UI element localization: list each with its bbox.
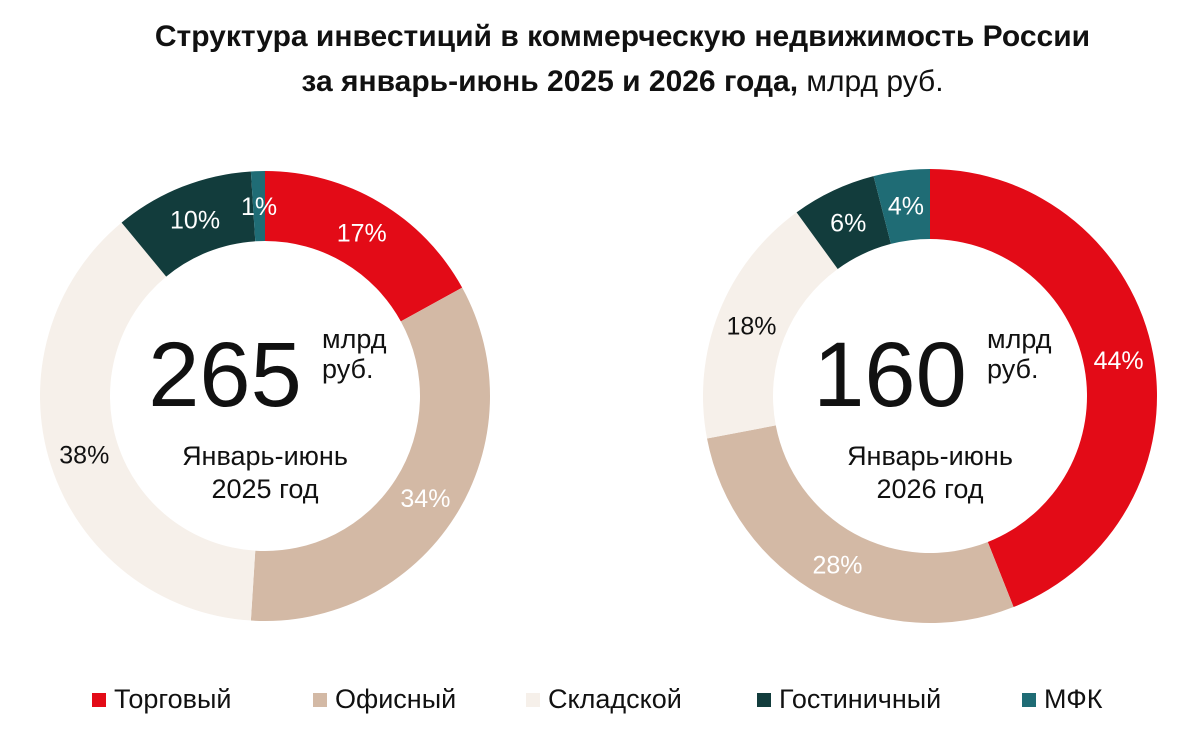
legend-label-office: Офисный xyxy=(335,684,457,714)
legend-swatch-hotel xyxy=(757,692,771,707)
chart-title: Структура инвестиций в коммерческую недв… xyxy=(0,14,1200,104)
slice-office-2026 xyxy=(707,425,1014,623)
legend-swatch-warehouse xyxy=(526,692,540,707)
slice-label-office-2026: 28% xyxy=(812,551,862,579)
center-unit-line1-2026: млрд xyxy=(987,324,1052,354)
legend-label-mfc: МФК xyxy=(1044,684,1103,714)
center-unit-line2-2025: руб. xyxy=(322,354,373,384)
legend: Торговый Офисный Складской Гостиничный М… xyxy=(0,684,1200,724)
legend-item-mfc: МФК xyxy=(1022,684,1102,715)
legend-item-warehouse: Складской xyxy=(526,684,682,715)
center-total-2026: 160 xyxy=(813,324,967,426)
title-line-1: Структура инвестиций в коммерческую недв… xyxy=(154,20,1091,53)
center-unit-line2-2026: руб. xyxy=(987,354,1038,384)
legend-swatch-retail xyxy=(92,692,106,707)
center-unit-line1-2025: млрд xyxy=(322,324,387,354)
legend-label-retail: Торговый xyxy=(114,684,232,714)
slice-hotel-2025 xyxy=(121,171,256,277)
legend-swatch-office xyxy=(313,692,327,707)
legend-item-retail: Торговый xyxy=(92,684,232,715)
slice-label-warehouse-2026: 18% xyxy=(726,312,776,340)
center-period-line1-2025: Январь-июнь xyxy=(182,441,348,471)
slice-retail-2025 xyxy=(265,171,463,322)
center-total-2025: 265 xyxy=(148,324,302,426)
slice-label-retail-2026: 44% xyxy=(1094,347,1144,375)
slice-label-mfc-2025: 1% xyxy=(241,193,277,221)
title-line-2: за январь-июнь 2025 и 2026 года, млрд ру… xyxy=(0,59,1200,104)
slice-label-hotel-2026: 6% xyxy=(830,209,866,237)
title-line-2-bold: за январь-июнь 2025 и 2026 года, xyxy=(301,65,799,98)
legend-swatch-mfc xyxy=(1022,692,1036,707)
title-line-2-unit: млрд руб. xyxy=(798,65,944,98)
slice-label-retail-2025: 17% xyxy=(337,219,387,247)
slice-retail-2026 xyxy=(930,169,1157,608)
slice-label-warehouse-2025: 38% xyxy=(59,442,109,470)
slice-hotel-2026 xyxy=(796,176,891,269)
slice-label-hotel-2025: 10% xyxy=(170,206,220,234)
slice-label-office-2025: 34% xyxy=(400,485,450,513)
slice-mfc-2026 xyxy=(873,169,930,244)
legend-label-warehouse: Складской xyxy=(548,684,682,714)
slice-warehouse-2025 xyxy=(40,222,256,621)
slice-office-2025 xyxy=(250,287,490,621)
center-period-line2-2025: 2025 год xyxy=(212,474,319,504)
slice-mfc-2025 xyxy=(250,171,265,242)
legend-item-office: Офисный xyxy=(313,684,456,715)
center-period-line2-2026: 2026 год xyxy=(877,474,984,504)
center-period-line1-2026: Январь-июнь xyxy=(847,441,1013,471)
legend-item-hotel: Гостиничный xyxy=(757,684,941,715)
legend-label-hotel: Гостиничный xyxy=(779,684,942,714)
slice-label-mfc-2026: 4% xyxy=(888,193,924,221)
slice-warehouse-2026 xyxy=(703,212,838,439)
